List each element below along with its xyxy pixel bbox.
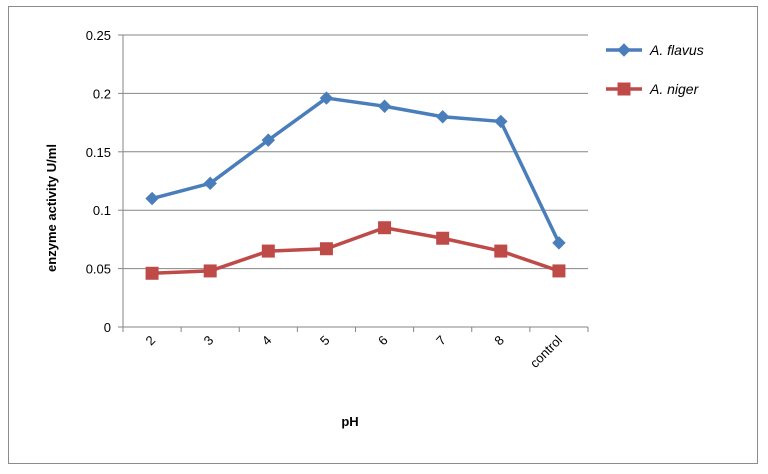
x-tick-label: 3 bbox=[201, 333, 217, 349]
data-point bbox=[378, 221, 392, 235]
x-tick-label: 6 bbox=[375, 333, 391, 349]
y-tick-label: 0.15 bbox=[86, 145, 111, 160]
chart-frame bbox=[8, 6, 758, 464]
gridlines bbox=[122, 34, 588, 328]
x-axis-ticks: 2 3 4 5 6 7 8 control bbox=[122, 327, 589, 371]
data-point bbox=[261, 133, 276, 147]
data-point bbox=[552, 236, 566, 250]
data-point bbox=[494, 244, 508, 258]
series-2 bbox=[145, 221, 566, 280]
y-axis-label: enzyme activity U/ml bbox=[44, 144, 59, 272]
y-tick-label: 0.1 bbox=[93, 203, 111, 218]
x-tick-label: 4 bbox=[259, 333, 275, 349]
data-point bbox=[261, 244, 275, 258]
legend: A. flavus A. niger bbox=[606, 42, 704, 97]
data-point bbox=[203, 176, 217, 191]
series-layer bbox=[145, 91, 566, 280]
legend-item: A. niger bbox=[606, 81, 700, 97]
data-point bbox=[145, 191, 159, 206]
x-axis-label: pH bbox=[341, 414, 358, 429]
y-tick-label: 0.05 bbox=[86, 262, 111, 277]
data-point bbox=[319, 242, 333, 256]
series-1 bbox=[145, 91, 566, 250]
data-point bbox=[319, 91, 334, 105]
x-tick-label: 8 bbox=[491, 333, 507, 349]
y-tick-label: 0 bbox=[104, 320, 111, 335]
x-tick-label: 7 bbox=[433, 333, 449, 349]
y-tick-label: 0.2 bbox=[93, 86, 111, 101]
series-line bbox=[151, 225, 560, 276]
legend-label: A. flavus bbox=[649, 42, 704, 58]
x-tick-label: 5 bbox=[317, 333, 333, 349]
y-axis-ticks: 0 0.05 0.1 0.15 0.2 0.25 bbox=[86, 28, 123, 335]
data-point bbox=[145, 266, 159, 280]
legend-marker bbox=[617, 43, 631, 57]
legend-label: A. niger bbox=[649, 81, 700, 97]
data-point bbox=[494, 114, 508, 129]
x-tick-label: 2 bbox=[142, 333, 158, 349]
y-tick-label: 0.25 bbox=[86, 28, 111, 43]
series-line bbox=[151, 96, 561, 244]
data-point bbox=[203, 264, 217, 278]
legend-marker bbox=[617, 82, 631, 96]
data-point bbox=[552, 264, 566, 278]
data-point bbox=[435, 110, 450, 124]
x-tick-label: control bbox=[527, 332, 565, 370]
data-point bbox=[436, 231, 450, 245]
legend-item: A. flavus bbox=[606, 42, 704, 58]
data-point bbox=[377, 99, 392, 113]
